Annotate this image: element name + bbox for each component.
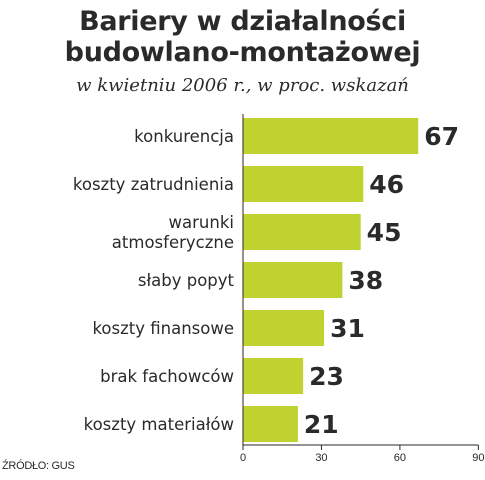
x-tick-label: 0 (240, 452, 246, 464)
bar (243, 310, 325, 346)
value-label: 67 (424, 122, 459, 151)
value-label: 23 (309, 362, 344, 391)
bar (243, 214, 361, 250)
category-label: warunki atmosferyczne (112, 213, 234, 252)
bar (243, 406, 298, 442)
category-label: słaby popyt (138, 271, 235, 290)
category-label: konkurencja (134, 127, 234, 146)
category-label: brak fachowców (100, 367, 234, 386)
bar (243, 166, 364, 202)
value-label: 21 (304, 410, 339, 439)
value-label: 38 (348, 266, 383, 295)
bar (243, 262, 343, 298)
x-tick-label: 90 (472, 452, 484, 464)
category-label: koszty materiałów (84, 415, 234, 434)
category-label: koszty zatrudnienia (73, 175, 234, 194)
bar (243, 358, 304, 394)
chart-title-line-1: Bariery w działalności (79, 6, 406, 37)
value-label: 46 (369, 170, 404, 199)
category-label: koszty finansowe (92, 319, 234, 338)
chart-title-line-2: budowlano-montażowej (64, 37, 421, 68)
x-tick-label: 30 (315, 452, 327, 464)
value-label: 45 (367, 218, 402, 247)
source-note: ŹRÓDŁO: GUS (2, 460, 75, 472)
x-tick-label: 60 (394, 452, 406, 464)
bar (243, 118, 419, 154)
value-label: 31 (330, 314, 365, 343)
chart-subtitle: w kwietniu 2006 r., w proc. wskazań (76, 75, 409, 96)
